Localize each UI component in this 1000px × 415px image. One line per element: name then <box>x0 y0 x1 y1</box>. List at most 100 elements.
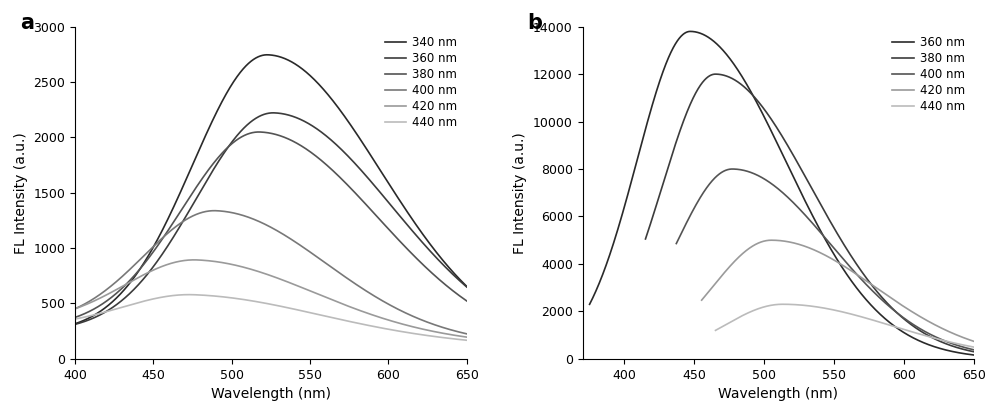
Line: 360 nm: 360 nm <box>75 113 467 325</box>
380 nm <box>461 298 473 303</box>
360 nm <box>461 284 473 289</box>
Y-axis label: FL Intensity (a.u.): FL Intensity (a.u.) <box>513 132 527 254</box>
420 nm <box>244 266 256 271</box>
360 nm <box>623 188 635 193</box>
420 nm <box>188 257 200 262</box>
380 nm <box>968 349 980 354</box>
380 nm <box>253 129 265 134</box>
340 nm <box>261 52 273 57</box>
420 nm <box>99 293 111 298</box>
420 nm <box>743 246 755 251</box>
420 nm <box>751 241 763 246</box>
400 nm <box>99 288 111 293</box>
400 nm <box>208 208 220 213</box>
380 nm <box>743 88 755 93</box>
340 nm <box>243 60 255 65</box>
340 nm <box>461 284 473 289</box>
400 nm <box>115 275 127 280</box>
340 nm <box>235 69 247 74</box>
380 nm <box>751 98 763 103</box>
Text: a: a <box>20 13 34 33</box>
440 nm <box>758 305 770 310</box>
360 nm <box>292 116 304 121</box>
360 nm <box>115 298 127 303</box>
440 nm <box>743 310 755 315</box>
380 nm <box>115 286 127 291</box>
420 nm <box>235 264 247 269</box>
400 nm <box>69 306 81 311</box>
400 nm <box>251 218 263 223</box>
360 nm <box>69 322 81 327</box>
400 nm <box>758 176 770 181</box>
Line: 440 nm: 440 nm <box>75 295 467 340</box>
380 nm <box>250 129 262 134</box>
440 nm <box>968 345 980 350</box>
Line: 360 nm: 360 nm <box>590 32 974 355</box>
360 nm <box>267 110 279 115</box>
440 nm <box>251 299 263 304</box>
Line: 420 nm: 420 nm <box>75 260 467 337</box>
420 nm <box>799 244 811 249</box>
420 nm <box>69 306 81 311</box>
360 nm <box>99 310 111 315</box>
360 nm <box>235 128 247 133</box>
360 nm <box>250 115 262 120</box>
400 nm <box>244 215 256 220</box>
420 nm <box>968 339 980 344</box>
400 nm <box>968 347 980 352</box>
Line: 380 nm: 380 nm <box>75 132 467 317</box>
380 nm <box>99 300 111 305</box>
360 nm <box>758 114 770 119</box>
Line: 400 nm: 400 nm <box>676 169 974 350</box>
360 nm <box>243 121 255 126</box>
360 nm <box>968 352 980 357</box>
Line: 380 nm: 380 nm <box>645 74 974 352</box>
440 nm <box>115 305 127 310</box>
420 nm <box>292 283 304 288</box>
380 nm <box>243 131 255 136</box>
340 nm <box>250 55 262 60</box>
380 nm <box>235 134 247 139</box>
340 nm <box>115 290 127 295</box>
400 nm <box>799 213 811 218</box>
440 nm <box>751 307 763 312</box>
Text: b: b <box>528 13 543 33</box>
440 nm <box>69 317 81 322</box>
380 nm <box>69 315 81 320</box>
Line: 420 nm: 420 nm <box>702 240 974 342</box>
440 nm <box>799 303 811 308</box>
X-axis label: Wavelength (nm): Wavelength (nm) <box>211 387 331 401</box>
360 nm <box>751 100 763 105</box>
400 nm <box>743 169 755 174</box>
Line: 340 nm: 340 nm <box>75 55 467 324</box>
340 nm <box>69 321 81 326</box>
440 nm <box>235 297 247 302</box>
420 nm <box>251 269 263 273</box>
360 nm <box>743 85 755 90</box>
420 nm <box>461 334 473 339</box>
440 nm <box>244 298 256 303</box>
400 nm <box>751 173 763 178</box>
440 nm <box>292 308 304 312</box>
440 nm <box>183 292 195 297</box>
380 nm <box>292 142 304 146</box>
440 nm <box>99 310 111 315</box>
360 nm <box>799 199 811 204</box>
400 nm <box>235 212 247 217</box>
420 nm <box>115 284 127 289</box>
400 nm <box>292 242 304 247</box>
Legend: 340 nm, 360 nm, 380 nm, 400 nm, 420 nm, 440 nm: 340 nm, 360 nm, 380 nm, 400 nm, 420 nm, … <box>381 32 461 132</box>
X-axis label: Wavelength (nm): Wavelength (nm) <box>718 387 838 401</box>
400 nm <box>461 331 473 336</box>
380 nm <box>758 106 770 111</box>
420 nm <box>758 239 770 244</box>
340 nm <box>99 305 111 310</box>
Y-axis label: FL Intensity (a.u.): FL Intensity (a.u.) <box>14 132 28 254</box>
340 nm <box>292 63 304 68</box>
360 nm <box>607 243 619 248</box>
Line: 400 nm: 400 nm <box>75 211 467 334</box>
Line: 440 nm: 440 nm <box>716 304 974 347</box>
380 nm <box>799 174 811 179</box>
440 nm <box>461 338 473 343</box>
Legend: 360 nm, 380 nm, 400 nm, 420 nm, 440 nm: 360 nm, 380 nm, 400 nm, 420 nm, 440 nm <box>889 32 968 117</box>
